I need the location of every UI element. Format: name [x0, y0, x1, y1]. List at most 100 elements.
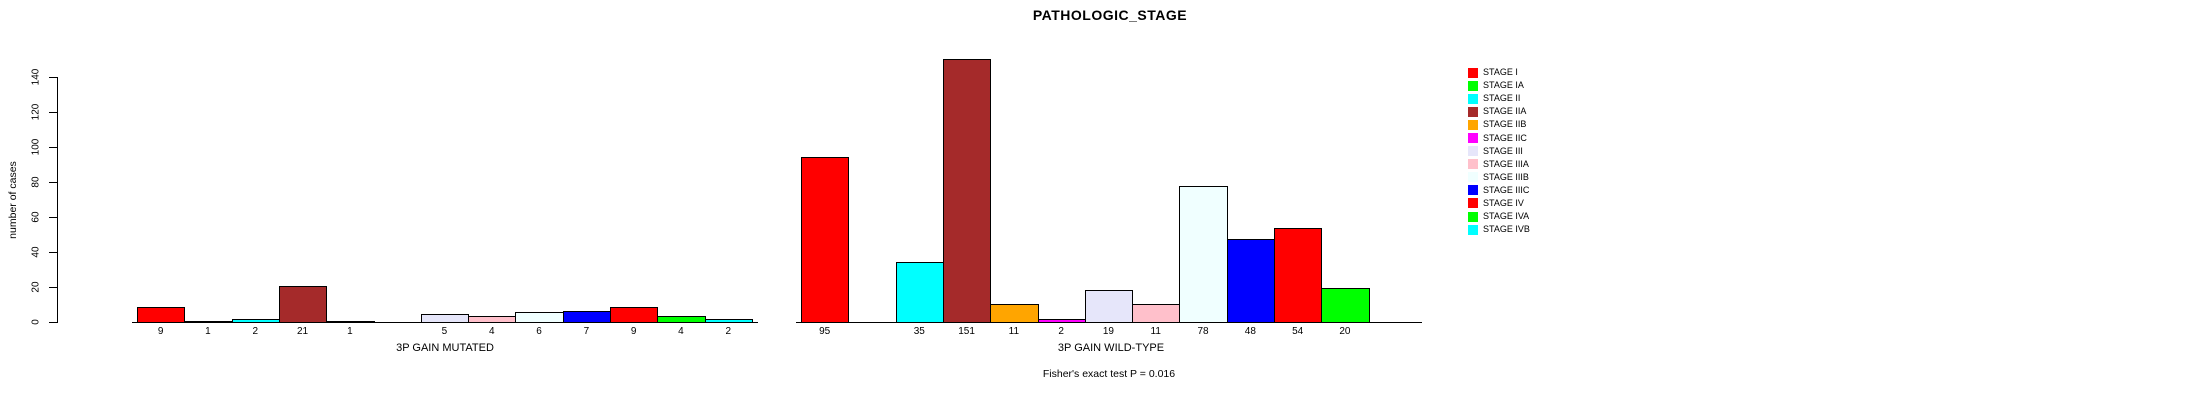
y-axis-line: [57, 77, 58, 323]
fisher-test-annotation: Fisher's exact test P = 0.016: [1042, 368, 1176, 380]
y-tick-label: 40: [30, 246, 42, 258]
legend-item: STAGE IVA: [1468, 210, 1530, 223]
bar-stage-ii: [896, 262, 944, 323]
bar-value-label: 11: [1008, 326, 1020, 337]
bar-stage-iiia: [1132, 304, 1180, 323]
bar-stage-ivb: [705, 319, 753, 323]
legend-label: STAGE IIIB: [1483, 171, 1529, 182]
legend-swatch: [1468, 146, 1478, 157]
y-tick: [49, 112, 57, 113]
legend-item: STAGE IVB: [1468, 223, 1530, 236]
bar-stage-iiia: [468, 316, 516, 323]
y-tick-label: 140: [30, 68, 42, 86]
bar-stage-iiib: [1179, 186, 1228, 323]
y-tick: [49, 287, 57, 288]
x-axis-label-wild-type: 3P GAIN WILD-TYPE: [1057, 342, 1165, 354]
bar-value-label: 2: [252, 326, 259, 337]
bar-stage-iib: [326, 321, 375, 323]
legend-label: STAGE IIB: [1483, 119, 1527, 130]
bar-value-label: 21: [296, 326, 309, 337]
bar-stage-iii: [1085, 290, 1133, 323]
legend-swatch: [1468, 211, 1478, 222]
bar-value-label: 11: [1150, 326, 1161, 337]
legend-item: STAGE IIIB: [1468, 171, 1530, 184]
legend-label: STAGE I: [1483, 67, 1518, 78]
legend-label: STAGE IV: [1483, 197, 1524, 208]
legend-swatch: [1468, 224, 1478, 235]
bar-value-label: 4: [488, 326, 495, 337]
legend-item: STAGE IIB: [1468, 118, 1530, 131]
legend-label: STAGE II: [1483, 93, 1521, 104]
bar-value-label: 2: [725, 326, 732, 337]
bar-stage-ii: [232, 319, 280, 323]
legend-label: STAGE IIC: [1483, 132, 1527, 143]
legend-swatch: [1468, 198, 1478, 209]
y-tick-label: 20: [30, 281, 42, 293]
bar-stage-iva: [1321, 288, 1370, 323]
legend-swatch: [1468, 172, 1478, 183]
y-tick-label: 80: [30, 176, 42, 188]
bar-stage-i: [137, 307, 185, 323]
legend-swatch: [1468, 159, 1478, 170]
legend-swatch: [1468, 80, 1478, 91]
bar-stage-iib: [990, 304, 1039, 323]
bar-value-label: 35: [913, 326, 925, 337]
bar-stage-iic: [1038, 319, 1086, 323]
legend-swatch: [1468, 67, 1478, 78]
legend-label: STAGE III: [1483, 145, 1523, 156]
legend-item: STAGE IIA: [1468, 105, 1530, 118]
legend-swatch: [1468, 119, 1478, 130]
bar-value-label: 7: [583, 326, 590, 337]
y-tick-label: 0: [30, 319, 42, 325]
bar-value-label: 5: [441, 326, 448, 337]
y-tick: [49, 217, 57, 218]
y-tick-label: 120: [30, 103, 42, 121]
bar-value-label: 1: [205, 326, 211, 337]
legend-item: STAGE III: [1468, 145, 1530, 158]
bar-value-label: 151: [958, 326, 975, 337]
legend-swatch: [1468, 93, 1478, 104]
bar-value-label: 54: [1292, 326, 1304, 337]
legend-swatch: [1468, 133, 1478, 144]
bar-stage-i: [801, 157, 849, 323]
legend-label: STAGE IVB: [1483, 224, 1530, 235]
legend-item: STAGE IA: [1468, 79, 1530, 92]
bar-stage-iia: [279, 286, 327, 323]
legend-label: STAGE IIA: [1483, 106, 1527, 117]
bar-value-label: 9: [630, 326, 637, 337]
legend-item: STAGE II: [1468, 92, 1530, 105]
bar-value-label: 9: [157, 326, 164, 337]
bar-value-label: 19: [1102, 326, 1114, 337]
legend-label: STAGE IIIC: [1483, 184, 1530, 195]
bar-value-label: 1: [347, 326, 353, 337]
bar-value-label: 6: [536, 326, 542, 337]
legend-item: STAGE IIC: [1468, 131, 1530, 144]
bar-value-label: 48: [1244, 326, 1256, 337]
y-tick: [49, 252, 57, 253]
bar-value-label: 2: [1058, 326, 1064, 337]
legend-swatch: [1468, 106, 1478, 117]
legend-item: STAGE IV: [1468, 197, 1530, 210]
bar-value-label: 78: [1197, 326, 1209, 337]
y-tick-label: 60: [30, 211, 42, 223]
legend-item: STAGE I: [1468, 66, 1530, 79]
x-axis-label-mutated: 3P GAIN MUTATED: [396, 342, 494, 354]
legend-label: STAGE IVA: [1483, 211, 1530, 222]
bar-stage-iva: [657, 316, 706, 323]
bar-stage-iv: [610, 307, 658, 323]
legend-swatch: [1468, 185, 1478, 196]
bar-value-label: 4: [678, 326, 684, 337]
bar-stage-iiic: [563, 311, 611, 323]
y-tick: [49, 77, 57, 78]
y-tick: [49, 322, 57, 323]
legend-item: STAGE IIIA: [1468, 158, 1530, 171]
legend-item: STAGE IIIC: [1468, 184, 1530, 197]
y-tick: [49, 147, 57, 148]
y-tick-label: 100: [30, 138, 42, 156]
bar-stage-ia: [184, 321, 233, 323]
bar-value-label: 20: [1339, 326, 1351, 337]
bar-stage-iv: [1274, 228, 1322, 323]
bar-stage-iiic: [1227, 239, 1275, 323]
